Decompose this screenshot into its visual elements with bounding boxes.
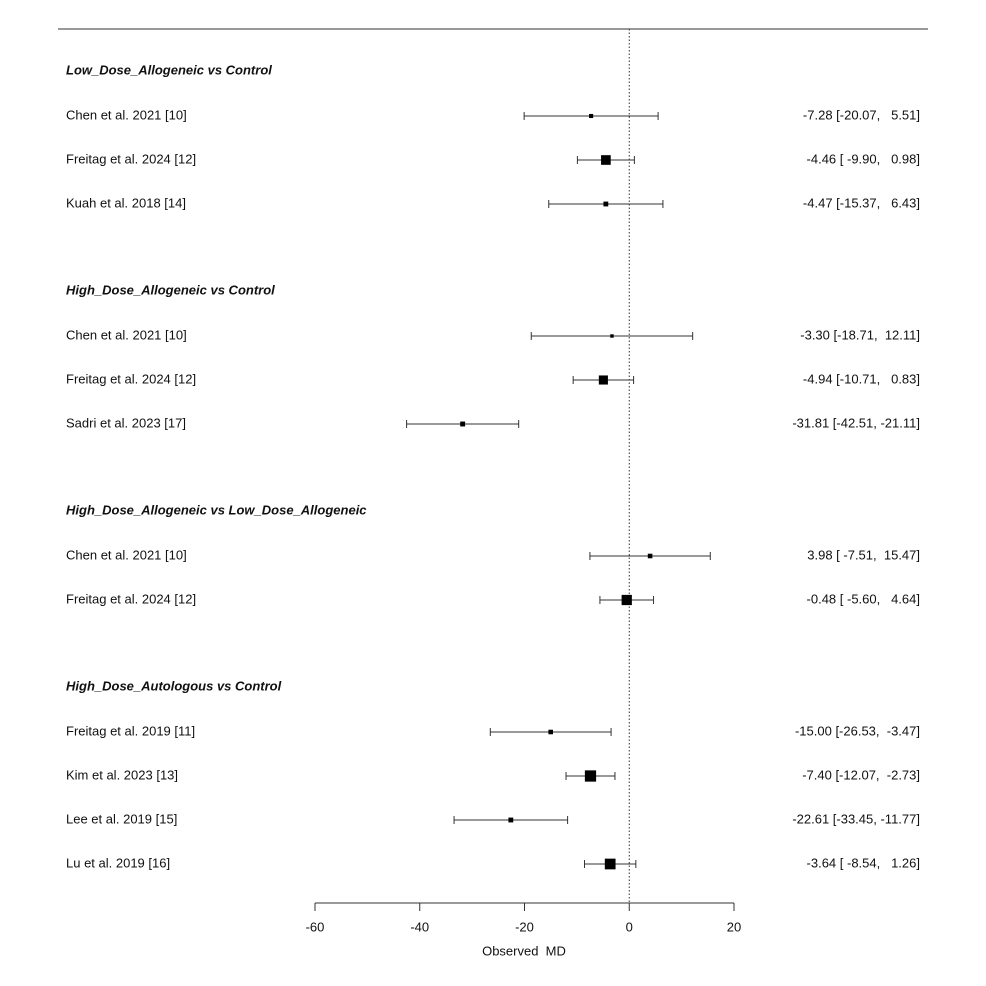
estimate-marker xyxy=(589,113,594,119)
estimate-marker xyxy=(603,201,609,207)
study-label: Lee et al. 2019 [15] xyxy=(66,811,177,826)
study-label: Chen et al. 2021 [10] xyxy=(66,327,187,342)
estimate-marker xyxy=(647,553,653,559)
x-tick-label: 0 xyxy=(626,919,633,934)
study-label: Sadri et al. 2023 [17] xyxy=(66,415,186,430)
group-title: High_Dose_Allogeneic vs Low_Dose_Allogen… xyxy=(66,502,367,517)
ci-label: -15.00 [-26.53, -3.47] xyxy=(795,723,920,738)
x-tick-label: -20 xyxy=(515,919,534,934)
study-label: Chen et al. 2021 [10] xyxy=(66,107,187,122)
ci-label: -7.28 [-20.07, 5.51] xyxy=(803,107,920,122)
estimate-marker xyxy=(598,375,608,385)
study-label: Freitag et al. 2024 [12] xyxy=(66,151,196,166)
estimate-marker xyxy=(621,594,632,606)
ci-label: -4.47 [-15.37, 6.43] xyxy=(803,195,920,210)
ci-label: -31.81 [-42.51, -21.11] xyxy=(792,415,920,430)
ci-label: -3.30 [-18.71, 12.11] xyxy=(800,327,920,342)
study-label: Lu et al. 2019 [16] xyxy=(66,855,170,870)
x-axis-label: Observed MD xyxy=(482,943,566,958)
study-label: Kim et al. 2023 [13] xyxy=(66,767,178,782)
ci-label: -0.48 [ -5.60, 4.64] xyxy=(807,591,920,606)
group-title: Low_Dose_Allogeneic vs Control xyxy=(66,62,272,77)
x-tick-label: -60 xyxy=(306,919,325,934)
ci-label: -7.40 [-12.07, -2.73] xyxy=(802,767,920,782)
estimate-marker xyxy=(460,421,466,427)
study-label: Kuah et al. 2018 [14] xyxy=(66,195,186,210)
ci-label: -22.61 [-33.45, -11.77] xyxy=(792,811,920,826)
ci-label: 3.98 [ -7.51, 15.47] xyxy=(807,547,920,562)
ci-label: -4.94 [-10.71, 0.83] xyxy=(803,371,920,386)
x-tick-label: 20 xyxy=(727,919,741,934)
estimate-marker xyxy=(548,729,553,735)
study-label: Freitag et al. 2019 [11] xyxy=(66,723,195,738)
estimate-marker xyxy=(601,155,611,165)
study-label: Freitag et al. 2024 [12] xyxy=(66,371,196,386)
estimate-marker xyxy=(584,770,597,782)
study-label: Chen et al. 2021 [10] xyxy=(66,547,187,562)
study-label: Freitag et al. 2024 [12] xyxy=(66,591,196,606)
estimate-marker xyxy=(604,858,616,870)
ci-label: -4.46 [ -9.90, 0.98] xyxy=(807,151,920,166)
estimate-marker xyxy=(610,334,614,338)
group-title: High_Dose_Autologous vs Control xyxy=(66,678,282,693)
ci-label: -3.64 [ -8.54, 1.26] xyxy=(807,855,920,870)
group-title: High_Dose_Allogeneic vs Control xyxy=(66,282,275,297)
estimate-marker xyxy=(508,817,514,823)
x-tick-label: -40 xyxy=(410,919,429,934)
